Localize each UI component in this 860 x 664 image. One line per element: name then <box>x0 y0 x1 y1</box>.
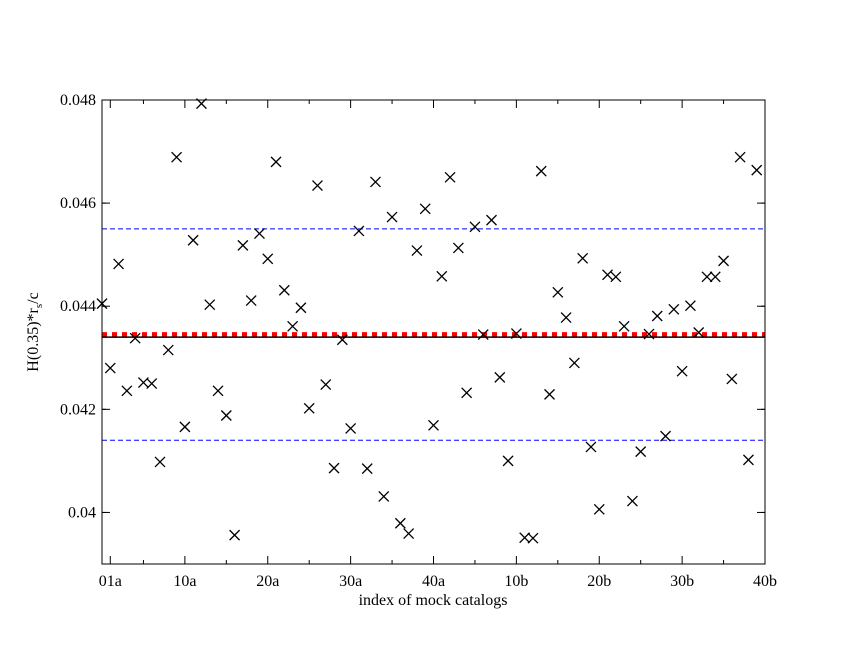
data-point <box>262 253 274 265</box>
data-point <box>635 446 647 458</box>
data-point <box>469 221 481 233</box>
data-point <box>179 421 191 433</box>
x-tick-label: 20b <box>587 573 611 590</box>
data-points <box>96 98 763 544</box>
data-point <box>129 332 141 344</box>
data-point <box>668 303 680 315</box>
data-point <box>560 312 572 324</box>
data-point <box>643 328 655 340</box>
data-point <box>726 373 738 385</box>
data-point <box>237 239 249 251</box>
y-tick-label: 0.048 <box>60 92 96 109</box>
data-point <box>477 329 489 341</box>
data-point <box>709 271 721 283</box>
data-point <box>593 503 605 515</box>
x-tick-label: 10a <box>173 573 196 590</box>
x-tick-label: 10b <box>504 573 528 590</box>
x-tick-label: 30b <box>670 573 694 590</box>
data-point <box>345 422 357 434</box>
data-point <box>444 171 456 183</box>
y-tick-label: 0.046 <box>60 195 96 212</box>
data-point <box>535 165 547 177</box>
plot-area <box>102 100 765 564</box>
data-point <box>187 234 199 246</box>
data-point <box>742 454 754 466</box>
data-point <box>336 334 348 346</box>
data-point <box>121 385 133 397</box>
data-point <box>403 528 415 540</box>
data-point <box>544 388 555 400</box>
x-axis-title: index of mock catalogs <box>359 592 508 609</box>
data-point <box>585 441 597 453</box>
data-point <box>502 455 514 467</box>
data-point <box>568 357 580 369</box>
data-point <box>320 379 332 391</box>
y-tick-label: 0.042 <box>60 401 96 418</box>
x-tick-label: 40a <box>422 573 445 590</box>
data-point <box>734 151 746 163</box>
data-point <box>378 491 390 502</box>
x-tick-label: 30a <box>339 573 362 590</box>
data-point <box>394 517 406 529</box>
data-point <box>419 203 431 215</box>
data-point <box>171 151 183 163</box>
data-point <box>104 362 116 374</box>
data-point <box>270 156 282 168</box>
data-point <box>254 228 265 239</box>
data-point <box>386 211 398 223</box>
data-point <box>411 245 423 257</box>
data-point <box>527 532 539 544</box>
x-axis: 01a 10a 20a 30a 40a 10b 20b 30b 40b <box>99 100 777 590</box>
y-tick-label: 0.044 <box>60 298 96 315</box>
x-tick-label: 20a <box>256 573 279 590</box>
data-point <box>461 387 473 399</box>
data-point <box>618 320 630 332</box>
data-point <box>428 419 439 431</box>
data-point <box>370 176 381 188</box>
data-point <box>693 327 705 338</box>
data-point <box>312 180 323 192</box>
data-point <box>610 271 622 283</box>
data-point <box>718 255 730 267</box>
x-tick-label: 01a <box>99 573 122 590</box>
data-point <box>245 295 257 307</box>
data-point <box>577 252 589 264</box>
data-point <box>660 430 672 442</box>
data-point <box>701 271 713 283</box>
data-point <box>278 284 290 296</box>
data-point <box>220 410 232 421</box>
data-point <box>494 371 506 383</box>
data-point <box>436 270 448 282</box>
data-point <box>162 344 174 356</box>
data-point <box>212 385 224 397</box>
data-point <box>303 402 315 414</box>
data-point <box>486 214 497 226</box>
data-point <box>146 378 158 390</box>
data-point <box>510 328 522 340</box>
data-point <box>328 462 340 474</box>
y-tick-label: 0.04 <box>68 504 96 521</box>
data-point <box>552 286 564 298</box>
data-point <box>229 529 241 541</box>
data-point <box>751 164 763 176</box>
data-point <box>287 320 299 332</box>
reference-lines <box>102 228 765 441</box>
x-tick-label: 40b <box>753 573 777 590</box>
data-point <box>204 299 216 311</box>
data-point <box>154 456 166 468</box>
data-point <box>519 532 531 544</box>
data-point <box>651 310 663 322</box>
data-point <box>361 463 373 475</box>
y-axis: 0.04 0.042 0.044 0.046 0.048 <box>60 92 765 521</box>
data-point <box>684 300 696 312</box>
data-point <box>295 302 307 314</box>
data-point <box>602 269 613 281</box>
data-point <box>353 225 365 237</box>
y-axis-title: H(0.35)*rs/c <box>25 292 45 371</box>
data-point <box>452 242 464 254</box>
data-point <box>113 258 125 270</box>
data-point <box>676 365 688 377</box>
data-point <box>626 495 638 507</box>
